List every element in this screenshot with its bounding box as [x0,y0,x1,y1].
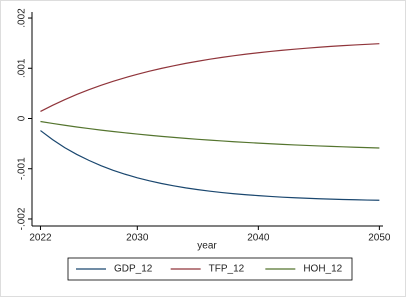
legend-box [67,257,353,281]
legend-label: HOH_12 [303,264,342,275]
y-tick-label: -.001 [17,157,28,180]
y-tick-label: 0 [17,115,28,121]
legend-label: GDP_12 [114,264,153,275]
legend-label: TFP_12 [209,264,245,275]
y-tick-label: -.002 [17,207,28,230]
x-tick-label: 2030 [126,233,149,244]
series-line [40,130,380,201]
x-tick-label: 2040 [247,233,270,244]
y-tick-label: .002 [17,8,28,28]
series-line [40,43,380,112]
x-tick-label: 2022 [29,233,52,244]
legend: GDP_12 TFP_12 HOH_12 [67,257,353,281]
x-tick-label: 2050 [368,233,391,244]
series-line [40,120,380,149]
plot-area [32,12,383,226]
y-tick-label: .001 [17,58,28,78]
x-axis-label: year [197,241,217,252]
